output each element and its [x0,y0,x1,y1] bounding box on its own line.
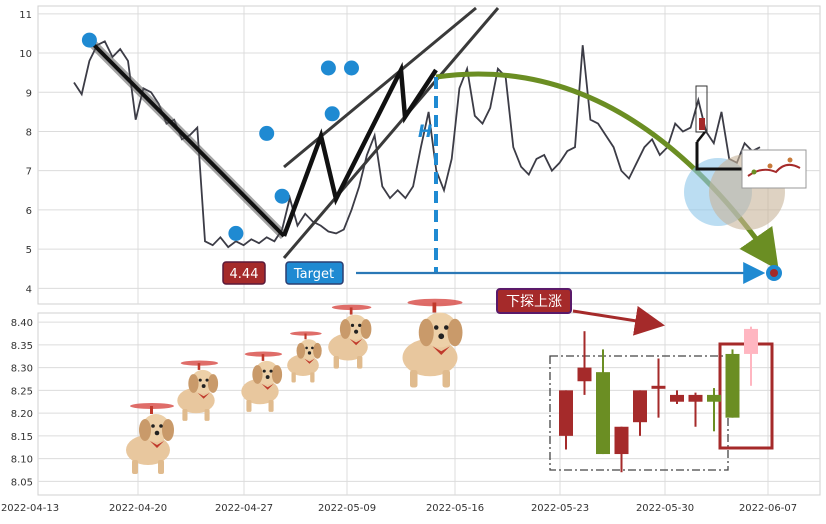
inset-candle-body [699,118,705,130]
price-y-tick-label: 11 [19,10,32,21]
date-x-ticks: 2022-04-13 2022-04-20 2022-04-27 2022-05-09… [1,503,797,514]
price-y-tick-label: 8 [26,127,32,138]
target-label: Target [293,267,334,282]
channel-upper-line [283,6,477,169]
dog-icon [287,331,322,383]
swing-point-marker [274,188,290,204]
price-y-tick-label: 10 [19,49,32,60]
candle-body [725,353,740,418]
price-y-tick-label: 4 [26,284,32,295]
inset-bracket [695,142,742,171]
candle-body [744,328,758,354]
dog-icon [328,304,372,369]
sleigh-thumbnail [741,149,807,189]
dog-icon [126,403,174,474]
banner-arrow [572,305,665,336]
candle-y-tick-label: 8.15 [11,432,33,443]
candle-body [688,394,703,402]
price-y-tick-label: 5 [26,245,32,256]
candle-y-tick-label: 8.35 [11,341,33,352]
wave-line [281,61,438,237]
candle-body [614,426,629,455]
candle-y-tick-label: 8.25 [11,386,33,397]
candle-y-tick-label: 8.40 [11,318,33,329]
banner-box: 下探上涨 [496,288,572,314]
candle-y-tick-label: 8.30 [11,364,33,375]
dog-icon [177,360,219,421]
downtrend-line [90,41,286,238]
x-tick-label: 2022-05-30 [636,503,694,514]
price-label-box: 4.44 [222,261,266,285]
candle-body [596,372,610,455]
x-tick-label: 2022-06-07 [739,503,797,514]
candle-y-tick-label: 8.10 [11,455,33,466]
candle-body [707,394,721,402]
inset-tick [696,131,706,143]
swing-point-marker [324,106,340,122]
inset-candle-box [695,85,708,133]
price-panel [37,5,821,305]
swing-point-marker [81,32,97,48]
channel-lower-line [282,7,500,259]
candle-body [577,367,592,382]
candle-body [559,390,573,436]
x-tick-label: 2022-04-27 [215,503,273,514]
x-tick-label: 2022-04-13 [1,503,59,514]
price-y-tick-label: 9 [26,88,32,99]
price-label: 4.44 [230,267,259,282]
x-tick-label: 2022-04-20 [109,503,167,514]
candle-y-tick-label: 8.20 [11,409,33,420]
target-point-center [770,269,778,277]
price-y-tick-label: 7 [26,167,32,178]
swing-point-marker [259,125,275,141]
candles [559,326,758,473]
candle-body [633,390,647,423]
price-y-tick-label: 6 [26,206,32,217]
swing-point-marker [228,225,244,241]
banner-label: 下探上涨 [506,294,562,310]
x-tick-label: 2022-05-23 [531,503,589,514]
candle-body [651,385,666,389]
x-tick-label: 2022-05-16 [426,503,484,514]
candle-y-tick-label: 8.05 [11,477,33,488]
candle-body [670,394,684,402]
target-label-box: Target [285,261,344,285]
cartoon-dogs [126,298,463,474]
candle-grid [38,313,820,495]
candle-y-ticks: 8.05 8.10 8.15 8.20 8.25 8.30 8.35 8.40 [11,318,33,488]
swing-point-marker [320,60,336,76]
x-tick-label: 2022-05-09 [318,503,376,514]
dog-icon [241,351,283,412]
price-y-ticks: 4 5 6 7 8 9 10 11 [19,10,32,295]
swing-markers [81,32,359,241]
dog-icon [402,298,463,388]
h-label: H [418,122,432,142]
pattern-lines [88,6,500,259]
swing-point-marker [344,60,359,76]
